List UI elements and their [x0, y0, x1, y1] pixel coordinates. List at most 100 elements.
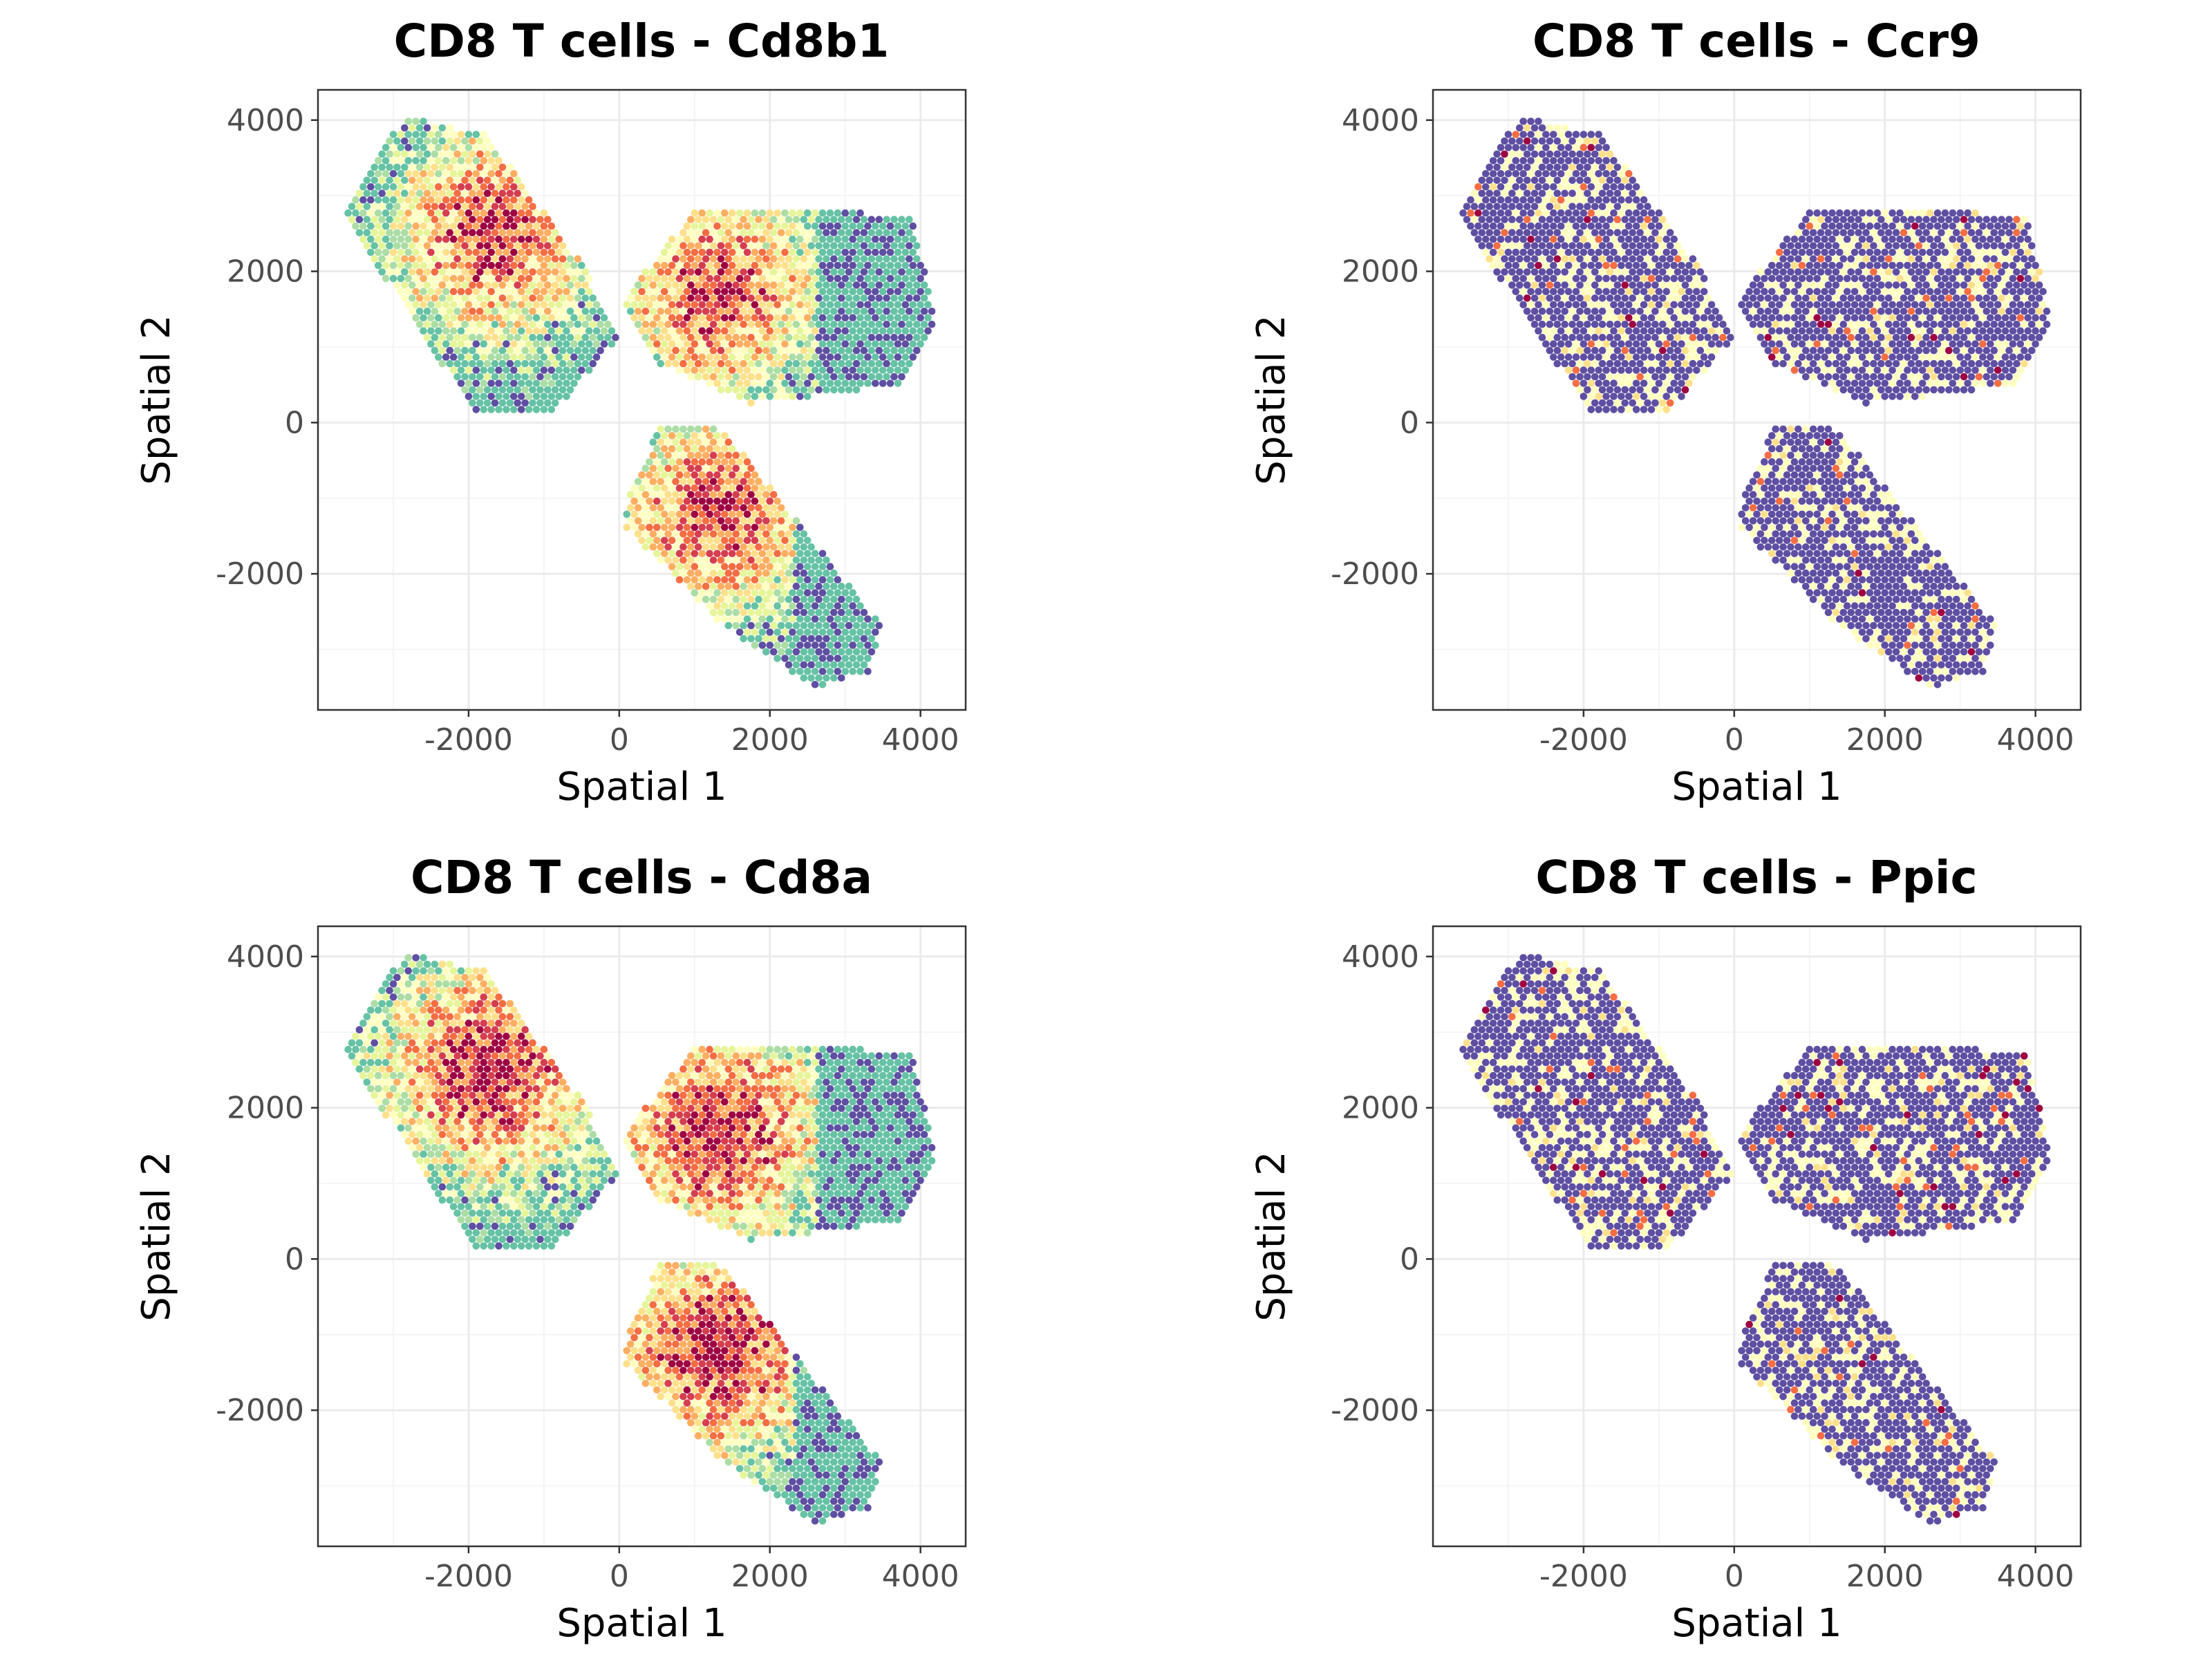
data-point — [683, 510, 691, 518]
data-point — [1790, 327, 1799, 335]
data-point — [664, 517, 672, 525]
data-point — [706, 536, 713, 545]
data-point — [461, 150, 469, 158]
data-point — [1809, 242, 1817, 250]
data-point — [815, 346, 823, 355]
data-point — [641, 294, 650, 302]
data-point — [837, 621, 845, 630]
data-point — [1618, 340, 1625, 348]
data-point — [1960, 608, 1968, 617]
data-point — [1662, 248, 1671, 256]
data-point — [1678, 340, 1685, 348]
data-point — [694, 346, 702, 355]
data-point — [796, 602, 804, 610]
data-point — [1809, 491, 1817, 498]
data-point — [886, 261, 894, 270]
data-point — [393, 216, 401, 223]
data-point — [1960, 346, 1968, 355]
data-point — [766, 327, 774, 335]
data-point — [1821, 523, 1828, 532]
data-point — [1926, 550, 1934, 558]
data-point — [1990, 242, 1998, 250]
data-point — [1640, 274, 1648, 283]
data-point — [898, 242, 906, 250]
data-point — [709, 320, 718, 328]
data-point — [894, 366, 902, 374]
data-point — [600, 340, 608, 348]
data-point — [1855, 229, 1862, 236]
data-point — [1850, 353, 1859, 361]
data-point — [657, 530, 664, 538]
data-point — [675, 301, 684, 309]
data-point — [483, 163, 491, 171]
data-point — [1813, 536, 1821, 545]
data-point — [1850, 563, 1859, 570]
data-point — [1911, 589, 1919, 597]
data-point — [747, 255, 755, 263]
data-point — [781, 655, 789, 662]
data-point — [1535, 235, 1542, 243]
data-point — [1862, 346, 1870, 355]
data-point — [1873, 576, 1882, 583]
data-point — [724, 543, 733, 551]
data-point — [789, 288, 796, 296]
data-point — [743, 288, 751, 296]
data-point — [777, 294, 785, 302]
data-point — [2043, 320, 2051, 328]
data-point — [713, 301, 721, 309]
data-point — [1618, 301, 1625, 309]
data-point — [781, 301, 789, 309]
data-point — [668, 288, 676, 296]
data-point — [517, 393, 525, 400]
data-point — [679, 359, 687, 368]
data-point — [1696, 281, 1705, 289]
data-point — [762, 648, 770, 656]
data-point — [1915, 346, 1923, 355]
data-point — [1990, 621, 1998, 630]
data-point — [401, 176, 409, 185]
data-point — [1873, 523, 1882, 532]
data-point — [864, 641, 872, 649]
data-point — [1670, 314, 1678, 322]
data-point — [446, 255, 453, 263]
data-point — [732, 294, 740, 302]
data-point — [2027, 333, 2036, 341]
data-point — [1576, 359, 1584, 368]
data-point — [1998, 346, 2005, 355]
data-point — [1904, 576, 1911, 583]
data-point — [435, 274, 442, 283]
data-point — [600, 314, 608, 322]
data-point — [1964, 274, 1971, 283]
data-point — [660, 444, 668, 453]
data-point — [807, 543, 815, 551]
data-point — [751, 366, 759, 374]
data-point — [461, 203, 469, 211]
data-point — [1888, 628, 1896, 636]
data-point — [578, 366, 585, 374]
data-point — [706, 222, 713, 230]
data-point — [498, 346, 507, 355]
data-point — [864, 261, 872, 270]
data-point — [845, 281, 853, 289]
data-point — [1824, 504, 1833, 512]
data-point — [1813, 314, 1821, 322]
data-point — [706, 432, 713, 440]
data-point — [657, 438, 664, 446]
data-point — [359, 183, 367, 191]
data-point — [1580, 353, 1588, 361]
data-point — [691, 340, 699, 348]
data-point — [1772, 320, 1779, 328]
data-point — [1753, 274, 1761, 283]
data-point — [1884, 517, 1893, 525]
data-point — [837, 674, 845, 682]
data-point — [717, 386, 725, 394]
data-point — [1832, 268, 1840, 276]
data-point — [1564, 261, 1573, 270]
data-point — [849, 353, 856, 361]
data-point — [702, 333, 710, 341]
data-point — [1764, 543, 1772, 551]
data-point — [796, 235, 804, 243]
data-point — [883, 255, 890, 263]
data-point — [717, 308, 725, 315]
data-point — [1613, 242, 1622, 250]
